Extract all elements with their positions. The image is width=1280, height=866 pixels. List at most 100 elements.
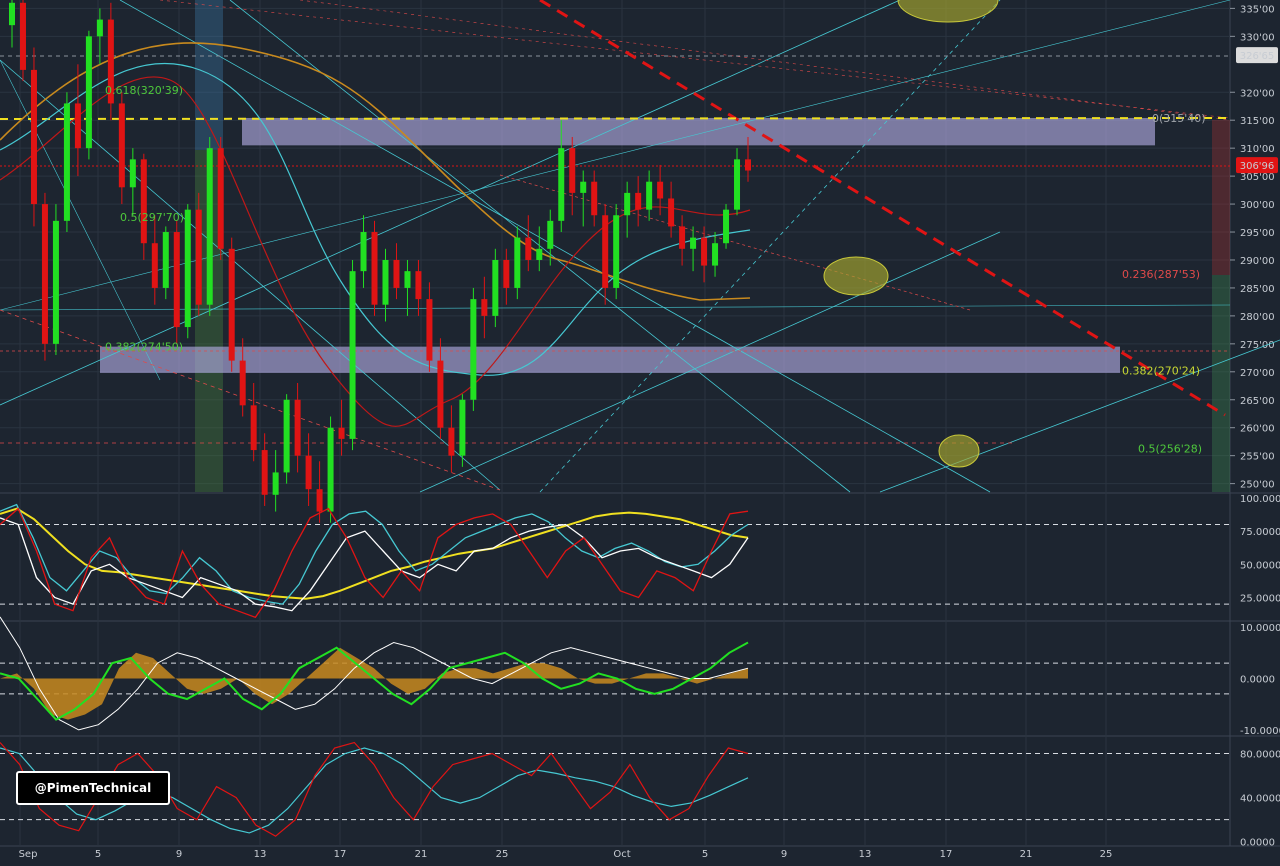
osc2-line-green [0,641,749,721]
time-tick-4: 17 [334,849,347,860]
candle-body-59 [657,181,664,199]
osc3-line-0 [0,747,749,834]
candle-body-9 [107,19,114,104]
moving-average-red [0,76,751,427]
time-tick-10: 13 [859,849,872,860]
candle-body-2 [30,69,37,205]
candle-body-60 [668,198,675,227]
candle-body-5 [63,103,70,221]
candle-body-42 [470,299,477,400]
price-tick-4: 310'00 [1240,144,1275,155]
osc1-line-0 [0,507,749,600]
candle-body-44 [492,259,499,316]
candle-body-65 [723,209,730,244]
candle-body-35 [393,259,400,288]
osc1-tick-2: 50.0000 [1240,560,1280,571]
candle-body-36 [404,271,411,288]
fib-label-f0236_right: 0.236(287'53) [1122,268,1200,281]
moving-average-cyan [0,62,751,376]
target-ellipse-1 [823,256,889,296]
candle-body-54 [602,215,609,288]
candle-body-48 [536,248,543,260]
candle-body-46 [514,237,521,288]
time-tick-2: 9 [176,849,182,860]
candle-body-52 [580,181,587,193]
candle-body-39 [437,360,444,428]
fib-label-f05_right: 0.5(256'28) [1138,443,1202,456]
price-tick-13: 265'00 [1240,396,1275,407]
candle-body-67 [745,159,751,171]
candle-body-58 [646,181,653,210]
candle-body-7 [85,36,92,149]
candle-body-30 [338,427,345,439]
price-tick-14: 260'00 [1240,424,1275,435]
trend-line-1 [119,0,991,493]
fib-label-f0618: 0.618(320'39) [105,84,183,97]
candle-body-57 [635,192,642,210]
vertical-zone-blue [195,0,223,150]
candle-body-27 [305,455,312,490]
candle-body-1 [19,2,26,70]
candle-body-63 [701,237,708,266]
osc2-area [0,647,748,720]
price-tick-2: 320'00 [1240,88,1275,99]
fib-label-f0_right: 0(315'40) [1152,112,1206,125]
time-tick-9: 9 [781,849,787,860]
candle-body-50 [558,148,565,221]
candle-body-61 [679,226,686,249]
candle-body-33 [371,232,378,305]
price-tag-bg-1 [1236,157,1278,174]
price-tag-1: 306'96 [1240,161,1275,172]
price-tick-11: 275'00 [1240,340,1275,351]
osc1-line-3 [0,507,749,619]
time-tick-1: 5 [95,849,101,860]
price-tick-16: 250'00 [1240,480,1275,491]
time-tick-0: Sep [19,849,38,860]
osc1-tick-3: 25.0000 [1240,593,1280,604]
candle-body-38 [426,299,433,361]
candle-body-41 [459,399,466,456]
yellow-dashed-level [0,117,1231,120]
price-tick-3: 315'00 [1240,116,1275,127]
osc3-tick-1: 40.0000 [1240,794,1280,805]
candle-body-25 [283,399,290,473]
trend-line-5 [879,339,1280,493]
candle-body-28 [316,489,323,512]
price-tick-6: 300'00 [1240,200,1275,211]
candle-body-3 [41,204,48,344]
fib-label-f05_left: 0.5(297'70) [120,211,184,224]
time-tick-3: 13 [254,849,267,860]
candle-body-22 [250,405,257,451]
candle-body-17 [195,209,202,305]
candle-body-64 [712,243,719,266]
supply-demand-zone-1 [100,346,1120,373]
candle-body-49 [547,220,554,249]
trend-line-2 [229,0,851,493]
vertical-zone-red [1212,120,1230,275]
fib-label-f0382_left: 0.382(274'50) [105,341,183,354]
candle-body-51 [569,148,576,193]
time-tick-13: 25 [1100,849,1113,860]
vertical-zone-green-right [1212,275,1230,492]
resistance-trendline [539,0,1226,417]
price-tick-10: 280'00 [1240,312,1275,323]
candle-body-56 [624,192,631,216]
candle-body-15 [173,232,180,328]
price-tick-15: 255'00 [1240,452,1275,463]
candle-body-34 [382,259,389,305]
osc2-tick-2: -10.0000 [1240,726,1280,737]
trend-line-10 [0,309,501,491]
candle-body-16 [184,209,191,328]
moving-average-long [0,42,751,301]
candle-body-8 [96,19,103,37]
watermark-badge: @PimenTechnical [16,771,170,805]
price-tick-1: 330'00 [1240,32,1275,43]
candle-body-31 [349,271,356,439]
fib-label-f0382_right: 0.382(270'24) [1122,364,1200,377]
candle-body-43 [481,299,488,316]
price-tick-0: 335'00 [1240,4,1275,15]
trend-line-7 [0,304,1231,311]
candle-body-29 [327,427,334,512]
